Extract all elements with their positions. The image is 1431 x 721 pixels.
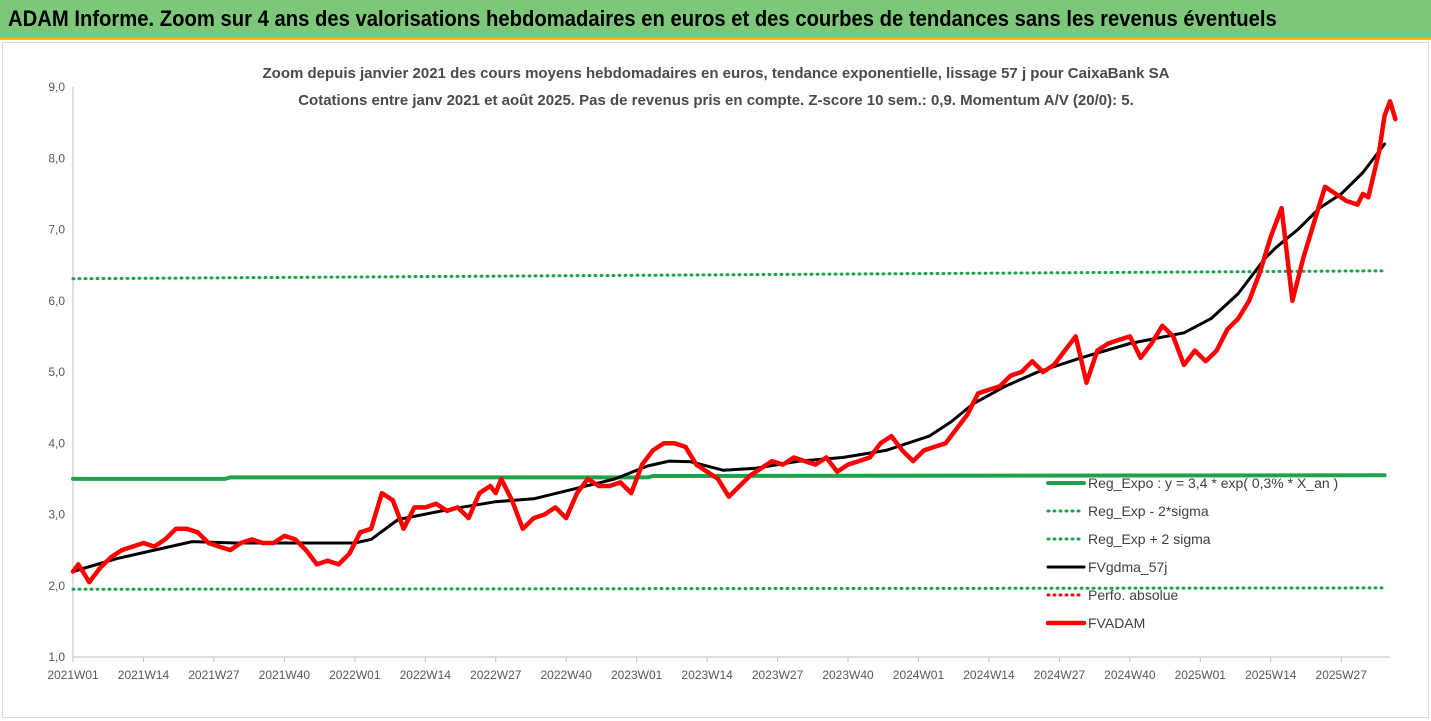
legend-label-5: FVADAM [1088,615,1145,631]
banner-title: ADAM Informe. Zoom sur 4 ans des valoris… [8,6,1277,31]
y-tick-label: 6,0 [48,294,65,308]
y-tick-label: 5,0 [48,365,65,379]
legend-label-1: Reg_Exp - 2*sigma [1088,503,1209,519]
legend-label-2: Reg_Exp + 2 sigma [1088,531,1211,547]
x-tick-label: 2025W27 [1316,668,1368,682]
x-tick-label: 2021W14 [118,668,170,682]
legend: Reg_Expo : y = 3,4 * exp( 0,3% * X_an ) R… [1045,475,1338,631]
series-line-1 [71,586,1387,591]
series-line-0 [71,473,1387,481]
x-tick-label: 2021W40 [259,668,311,682]
x-tick-label: 2021W27 [188,668,240,682]
series-line-5 [70,99,1398,585]
axes: 1,0 2,0 3,0 4,0 5,0 6,0 7,0 8,0 9,0 2021W01 2021W1… [47,80,1390,682]
x-tick-label: 2022W40 [541,668,593,682]
x-tick-label: 2024W01 [893,668,945,682]
x-tick-label: 2023W14 [681,668,733,682]
x-tick-label: 2023W01 [611,668,663,682]
x-tick-label: 2025W14 [1245,668,1297,682]
y-tick-label: 2,0 [48,579,65,593]
y-tick-label: 7,0 [48,223,65,237]
x-tick-label: 2023W27 [752,668,804,682]
chart-frame: Zoom depuis janvier 2021 des cours moyen… [2,42,1429,718]
x-tick-label: 2023W40 [822,668,874,682]
y-tick-label: 3,0 [48,508,65,522]
y-tick-label: 8,0 [48,151,65,165]
legend-label-3: FVgdma_57j [1088,559,1167,575]
legend-label-0: Reg_Expo : y = 3,4 * exp( 0,3% * X_an ) [1088,475,1338,491]
x-tick-label: 2022W01 [329,668,381,682]
x-tick-label: 2024W27 [1034,668,1086,682]
chart-title: Zoom depuis janvier 2021 des cours moyen… [263,65,1170,82]
chart-subtitle: Cotations entre janv 2021 et août 2025. … [298,92,1134,109]
series-line-2 [71,269,1387,281]
legend-label-4: Perfo. absolue [1088,587,1178,603]
series-layer [70,99,1398,591]
x-tick-label: 2021W01 [47,668,99,682]
x-tick-label: 2024W40 [1104,668,1156,682]
y-tick-label: 9,0 [48,80,65,94]
report-banner: ADAM Informe. Zoom sur 4 ans des valoris… [0,0,1431,40]
x-tick-label: 2022W14 [400,668,452,682]
chart: Zoom depuis janvier 2021 des cours moyen… [47,65,1398,682]
x-tick-label: 2022W27 [470,668,522,682]
y-tick-label: 4,0 [48,436,65,450]
y-tick-label: 1,0 [48,650,65,664]
x-tick-label: 2024W14 [963,668,1015,682]
x-tick-label: 2025W01 [1175,668,1227,682]
